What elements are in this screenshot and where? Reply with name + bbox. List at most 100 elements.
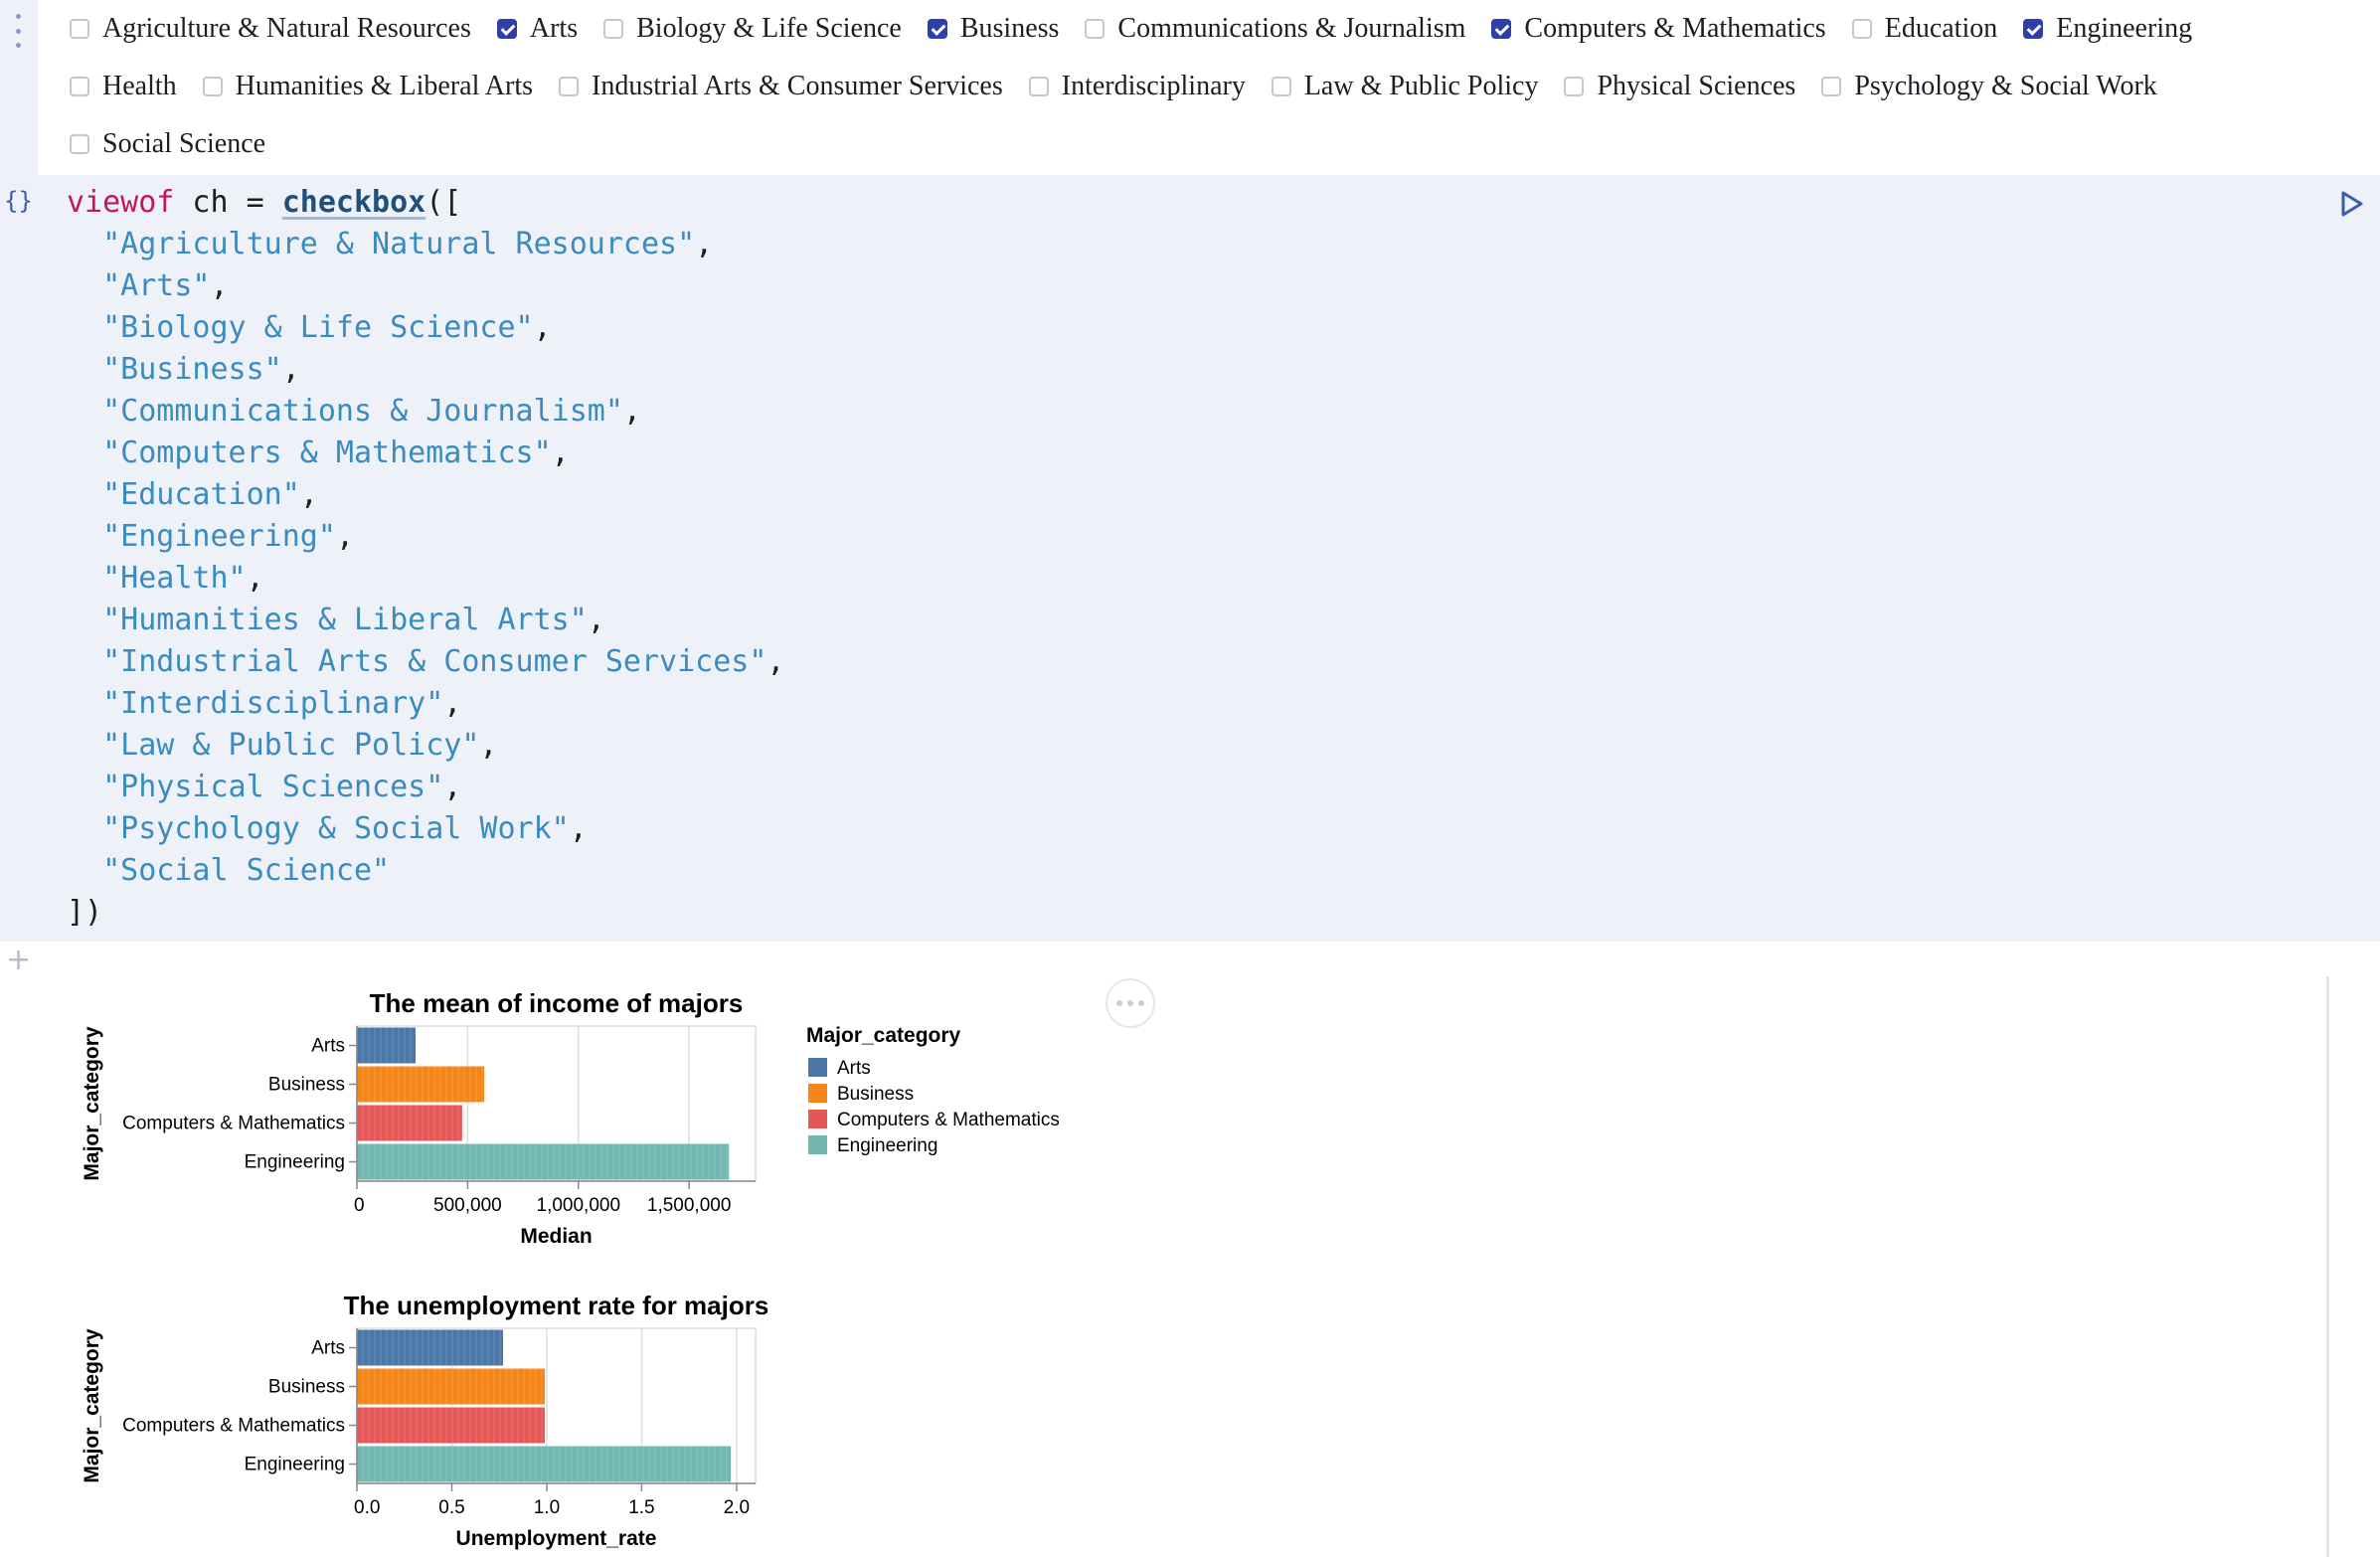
code-string: "Arts", [102, 268, 229, 303]
y-axis-title: Major_category [81, 1026, 103, 1181]
checkbox[interactable] [70, 77, 89, 96]
checkbox-item[interactable]: Interdisciplinary [1028, 58, 1246, 115]
plus-icon[interactable]: + [6, 943, 32, 977]
checkbox-label: Arts [529, 13, 579, 44]
code-function-link[interactable]: checkbox [281, 185, 426, 220]
bar [357, 1329, 504, 1366]
code-string-literal: "Business" [102, 352, 282, 387]
checkbox[interactable] [927, 19, 947, 39]
legend-swatch [808, 1110, 827, 1128]
y-tick-label: Engineering [245, 1152, 345, 1173]
checkbox-label: Law & Public Policy [1303, 71, 1539, 101]
x-tick-label: 0 [354, 1195, 365, 1216]
y-tick-label: Business [268, 1377, 345, 1398]
code-cell[interactable]: {} viewof ch = checkbox([ "Agriculture &… [0, 175, 2380, 942]
bar [357, 1105, 462, 1141]
x-axis-title: Median [520, 1225, 592, 1248]
checkbox[interactable] [2023, 19, 2044, 39]
checkbox-item[interactable]: Education [1851, 0, 1997, 58]
checkbox[interactable] [1564, 77, 1585, 96]
bar [357, 1143, 730, 1180]
checkbox-label: Social Science [102, 128, 266, 159]
legend-label: Computers & Mathematics [837, 1110, 1060, 1130]
code-string: "Psychology & Social Work", [102, 811, 588, 846]
checkbox-item[interactable]: Agriculture & Natural Resources [70, 0, 471, 58]
checkbox-item[interactable]: Physical Sciences [1564, 58, 1795, 115]
checkbox-item[interactable]: Psychology & Social Work [1821, 58, 2157, 115]
code-string-literal: "Computers & Mathematics" [102, 435, 552, 470]
vertical-dots-icon[interactable] [10, 14, 26, 48]
checkbox-item[interactable]: Engineering [2023, 0, 2192, 58]
checkbox-item[interactable]: Humanities & Liberal Arts [202, 58, 534, 115]
legend-title: Major_category [806, 1024, 961, 1047]
checkbox-item[interactable]: Communications & Journalism [1085, 0, 1465, 58]
checkbox-item[interactable]: Biology & Life Science [603, 0, 902, 58]
code-string-literal: "Health" [102, 561, 247, 596]
ellipsis-icon[interactable] [1105, 978, 1155, 1028]
code-close-bracket: ]) [67, 895, 103, 930]
checkbox-label: Business [959, 13, 1060, 44]
checkbox[interactable] [559, 77, 580, 96]
code-string-literal: "Physical Sciences" [102, 770, 444, 804]
checkbox-label: Communications & Journalism [1117, 13, 1466, 44]
code-string-literal: "Education" [102, 477, 300, 512]
play-icon[interactable] [2338, 189, 2366, 219]
code-string: "Health", [102, 561, 264, 596]
bar [357, 1446, 732, 1482]
y-axis-title: Major_category [81, 1328, 103, 1483]
legend-swatch [808, 1058, 827, 1077]
checkbox[interactable] [1085, 19, 1105, 39]
checkbox[interactable] [202, 77, 223, 96]
x-tick-label: 1.5 [628, 1497, 654, 1518]
x-tick-label: 1,500,000 [647, 1195, 732, 1216]
legend-swatch [808, 1084, 827, 1103]
checkbox-item[interactable]: Health [70, 58, 177, 115]
checkbox-item[interactable]: Law & Public Policy [1271, 58, 1539, 115]
code-string-literal: "Law & Public Policy" [102, 728, 480, 763]
legend-swatch [808, 1135, 827, 1154]
checkbox-label: Engineering [2056, 13, 2193, 44]
code-open-bracket: ([ [425, 185, 462, 220]
bar [357, 1368, 546, 1405]
checkbox-label: Physical Sciences [1597, 71, 1796, 101]
code-string-literal: "Arts" [102, 268, 211, 303]
checkbox-label: Psychology & Social Work [1854, 71, 2157, 101]
scrollbar[interactable] [2326, 976, 2329, 1557]
y-tick-label: Arts [311, 1338, 345, 1359]
x-tick-label: 1,000,000 [537, 1195, 621, 1216]
y-tick-label: Arts [311, 1036, 345, 1057]
checkbox[interactable] [603, 19, 624, 39]
checkbox-item[interactable]: Social Science [70, 115, 265, 173]
checkbox[interactable] [1851, 19, 1872, 39]
checkbox[interactable] [1271, 77, 1291, 96]
code-string: "Law & Public Policy", [102, 728, 498, 763]
x-tick-label: 500,000 [433, 1195, 502, 1216]
curly-braces-icon: {} [4, 187, 33, 215]
checkbox-item[interactable]: Industrial Arts & Consumer Services [559, 58, 1003, 115]
checkbox-label: Humanities & Liberal Arts [235, 71, 534, 101]
checkbox[interactable] [70, 19, 89, 39]
checkbox[interactable] [1821, 77, 1842, 96]
checkbox-item[interactable]: Computers & Mathematics [1491, 0, 1826, 58]
unemployment-chart: The unemployment rate for majors 0.0 0.5 1.… [81, 1291, 768, 1550]
checkbox[interactable] [1028, 77, 1049, 96]
checkbox[interactable] [70, 134, 89, 154]
code-editor[interactable]: viewof ch = checkbox([ "Agriculture & Na… [67, 182, 784, 934]
checkbox-item[interactable]: Arts [496, 0, 579, 58]
y-tick-label: Computers & Mathematics [122, 1114, 345, 1134]
y-tick-label: Engineering [245, 1455, 345, 1475]
bar [357, 1027, 417, 1064]
x-axis-title: Unemployment_rate [456, 1527, 657, 1550]
checkbox-item[interactable]: Business [927, 0, 1060, 58]
legend-label: Arts [837, 1058, 871, 1079]
code-string: "Interdisciplinary", [102, 686, 462, 721]
bar [357, 1407, 546, 1444]
checkbox[interactable] [1491, 19, 1512, 39]
code-string: "Education", [102, 477, 318, 512]
x-tick-label: 0.0 [354, 1497, 380, 1518]
checkbox[interactable] [496, 19, 517, 39]
code-string-literal: "Biology & Life Science" [102, 310, 534, 345]
code-string: "Physical Sciences", [102, 770, 462, 804]
code-string: "Social Science" [67, 853, 390, 888]
